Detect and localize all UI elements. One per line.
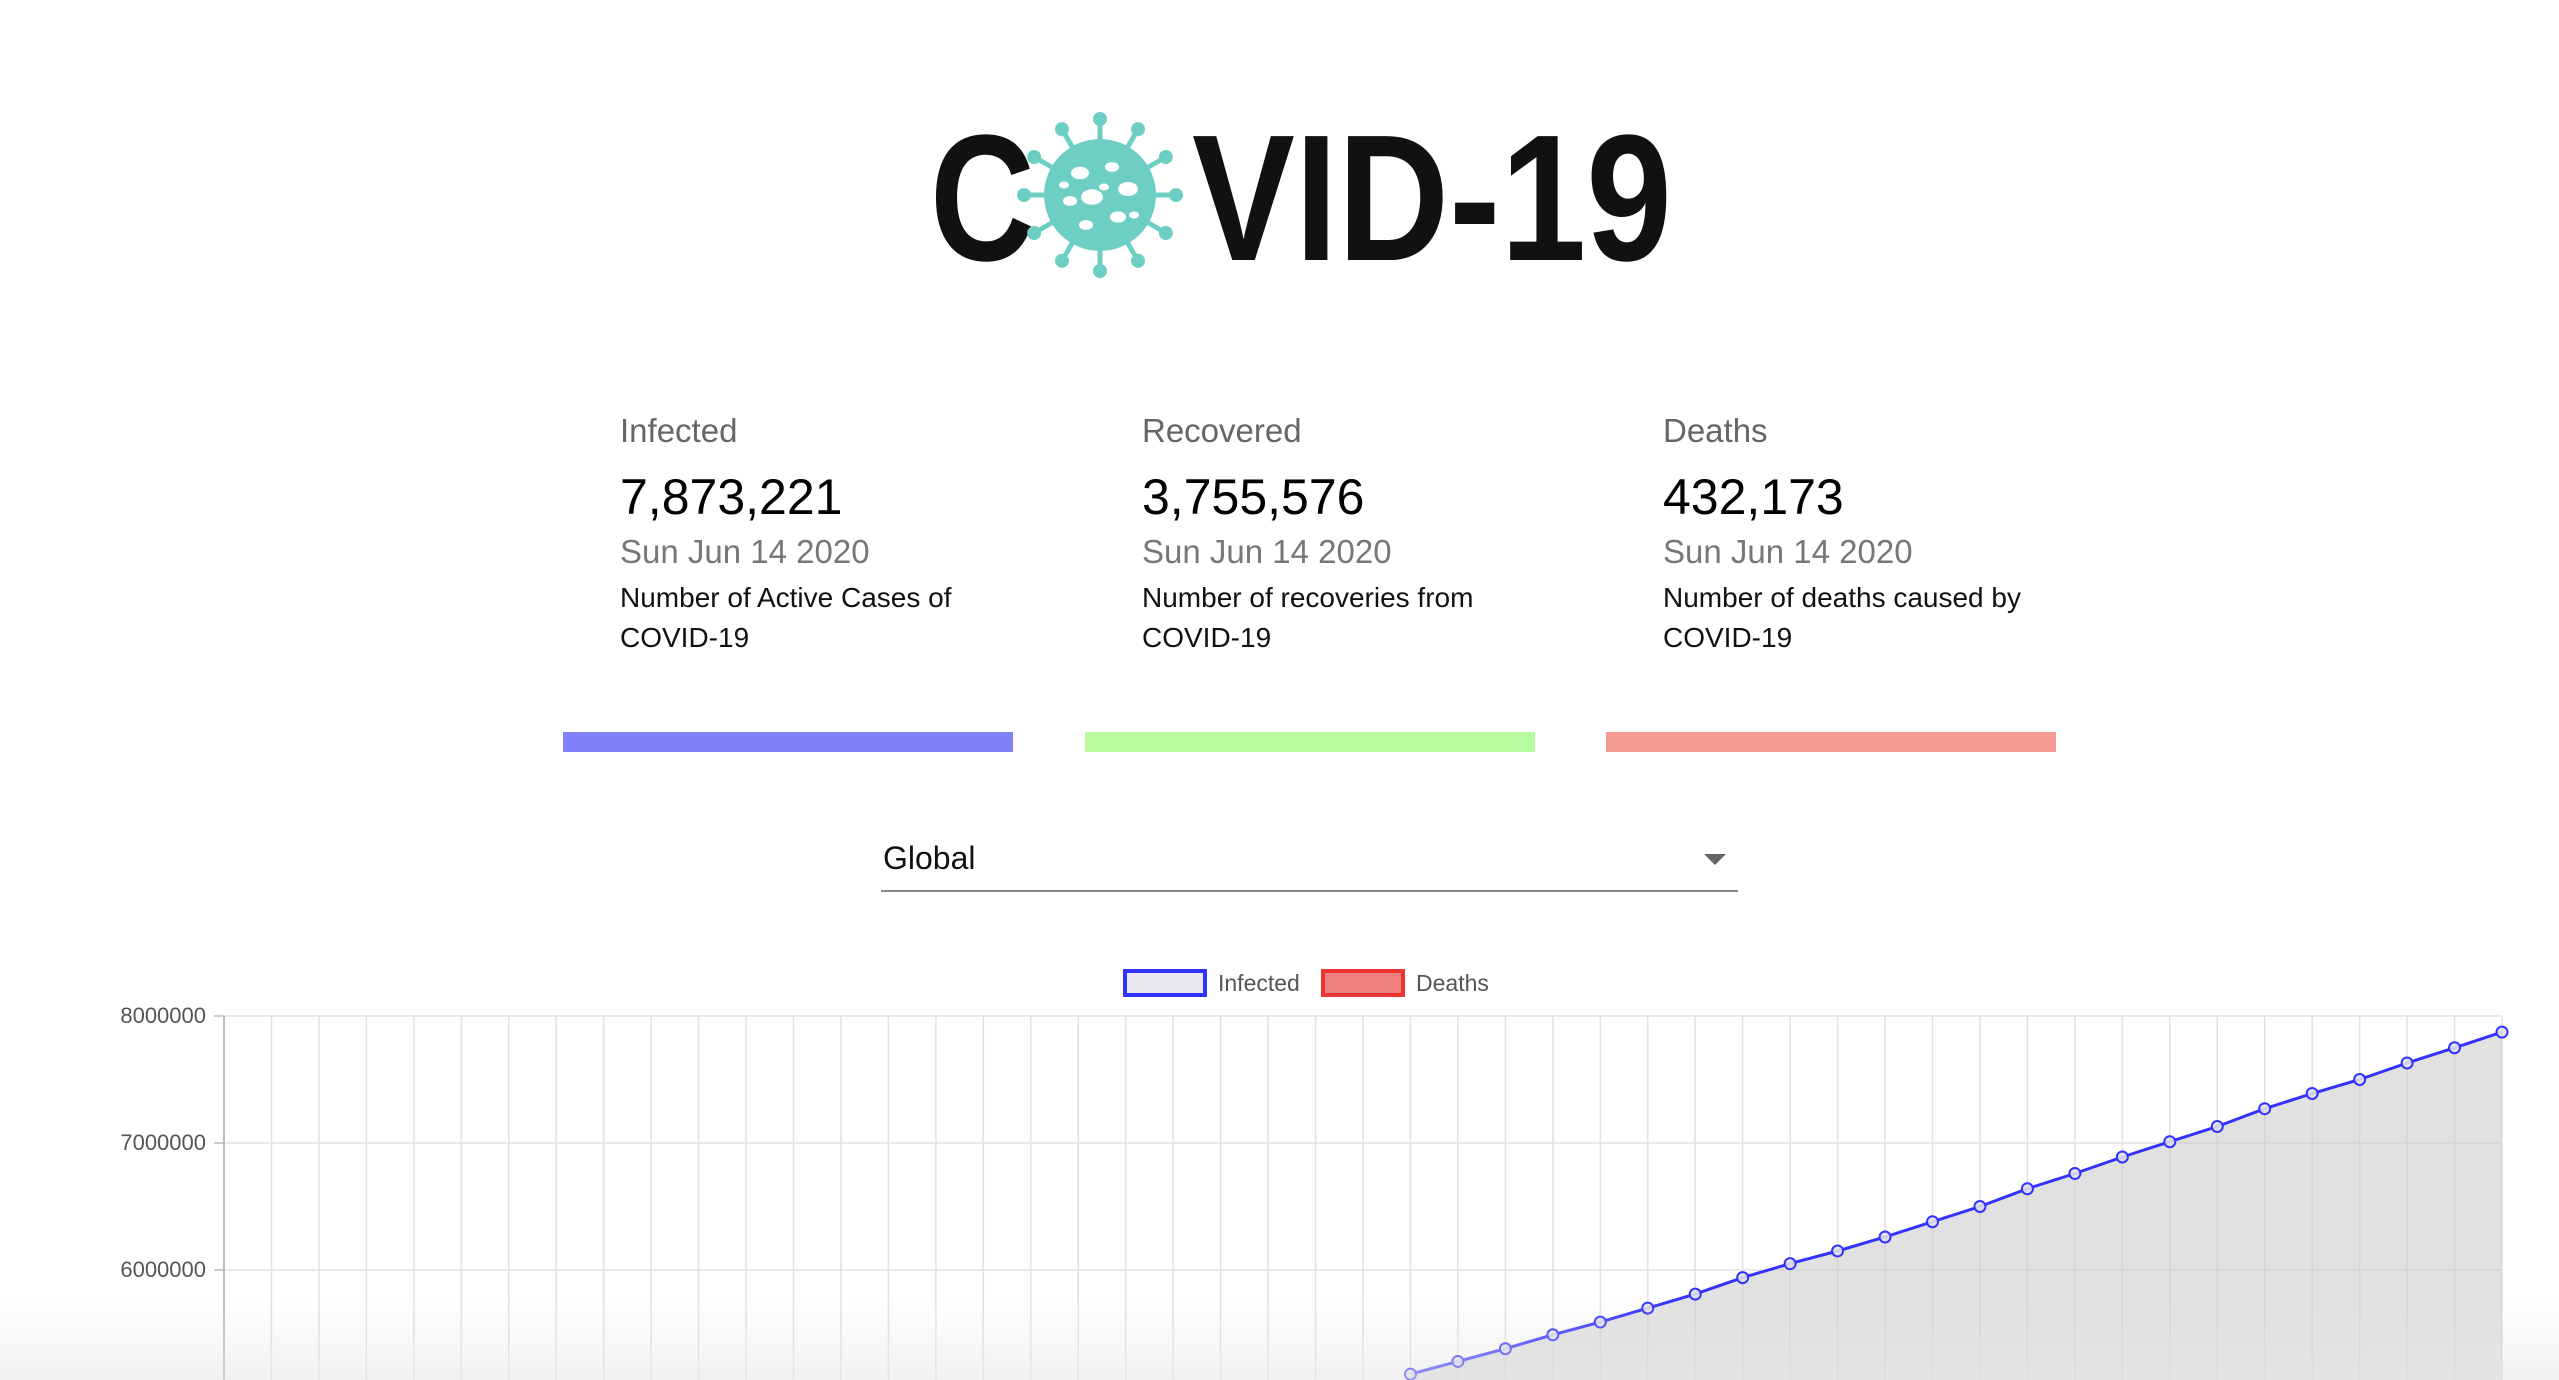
- infected-area-fill: [1410, 1032, 2502, 1380]
- infected-point: [2020, 1182, 2034, 1196]
- infected-count: 7,873,221: [620, 469, 843, 525]
- virus-spot: [1063, 196, 1077, 206]
- recovered-date: Sun Jun 14 2020: [1142, 533, 1392, 570]
- recovered-description: Number of recoveries from COVID-19: [1142, 582, 1474, 653]
- infected-point: [1403, 1367, 1417, 1380]
- deaths-color-bar: [1606, 732, 2056, 752]
- virus-spike-tip: [1017, 188, 1031, 202]
- infected-card: Infected 7,873,221 Sun Jun 14 2020 Numbe…: [563, 380, 1013, 752]
- virus-spot: [1059, 181, 1069, 189]
- y-tick-label: 7000000: [120, 1130, 206, 1155]
- virus-spot: [1105, 162, 1119, 172]
- infected-description: Number of Active Cases of COVID-19: [620, 582, 952, 653]
- infected-point: [1688, 1287, 1702, 1301]
- y-tick-label: 6000000: [120, 1257, 206, 1282]
- virus-spike-tip: [1027, 150, 1042, 164]
- infection-chart: 8000000 7000000 6000000 Infected Deaths: [0, 950, 2559, 1380]
- infected-point: [2495, 1025, 2509, 1039]
- infected-point: [2210, 1119, 2224, 1133]
- recovered-count: 3,755,576: [1142, 469, 1365, 525]
- virus-spike-tip: [1131, 122, 1145, 137]
- virus-icon: [1017, 112, 1183, 278]
- virus-spot: [1081, 189, 1103, 205]
- infected-point: [1783, 1257, 1797, 1271]
- virus-spot: [1079, 220, 1093, 230]
- deaths-title: Deaths: [1663, 412, 1768, 449]
- infected-date: Sun Jun 14 2020: [620, 533, 870, 570]
- recovered-color-bar: [1085, 732, 1535, 752]
- country-select-value: Global: [883, 840, 976, 876]
- virus-spike-tip: [1158, 150, 1173, 164]
- infected-point: [1831, 1244, 1845, 1258]
- dropdown-arrow-icon[interactable]: [1704, 854, 1726, 865]
- infected-point: [1736, 1271, 1750, 1285]
- infected-point: [1878, 1230, 1892, 1244]
- virus-spike-tip: [1093, 112, 1107, 126]
- virus-spot: [1129, 211, 1139, 219]
- virus-spike-tip: [1158, 226, 1173, 240]
- infected-point: [1641, 1301, 1655, 1315]
- y-tick-label: 8000000: [120, 1003, 206, 1028]
- infected-title: Infected: [620, 412, 738, 449]
- infected-point: [2068, 1166, 2082, 1180]
- virus-spike-tip: [1093, 264, 1107, 278]
- infected-point: [1926, 1215, 1939, 1229]
- deaths-card: Deaths 432,173 Sun Jun 14 2020 Number of…: [1606, 380, 2056, 752]
- deaths-count: 432,173: [1663, 469, 1844, 525]
- chart-axes: 8000000 7000000 6000000: [120, 1003, 225, 1380]
- deaths-date: Sun Jun 14 2020: [1663, 533, 1913, 570]
- infected-point: [1973, 1200, 1987, 1213]
- legend-label-deaths: Deaths: [1416, 970, 1489, 996]
- legend-label-infected: Infected: [1218, 970, 1300, 996]
- country-select[interactable]: Global: [881, 822, 1738, 892]
- virus-spike-tip: [1055, 253, 1069, 268]
- virus-spot: [1099, 183, 1109, 191]
- virus-spike-tip: [1169, 188, 1183, 202]
- legend-swatch-infected: [1123, 969, 1207, 997]
- infected-point: [2353, 1073, 2367, 1086]
- recovered-card: Recovered 3,755,576 Sun Jun 14 2020 Numb…: [1085, 380, 1535, 752]
- virus-spike-tip: [1131, 253, 1145, 268]
- infected-point: [1546, 1328, 1560, 1342]
- infected-point: [2305, 1086, 2319, 1100]
- infected-point: [1593, 1315, 1607, 1329]
- infected-point: [1451, 1354, 1465, 1368]
- chart-legend: Infected Deaths: [1123, 969, 1489, 997]
- infected-color-bar: [563, 732, 1013, 752]
- deaths-description: Number of deaths caused by COVID-19: [1663, 582, 2021, 653]
- legend-swatch-deaths: [1321, 969, 1405, 997]
- summary-cards: Infected 7,873,221 Sun Jun 14 2020 Numbe…: [563, 380, 2056, 760]
- infected-point: [2258, 1102, 2272, 1116]
- infected-point: [1498, 1342, 1512, 1356]
- chart-series: [1403, 1025, 2509, 1380]
- recovered-title: Recovered: [1142, 412, 1302, 449]
- virus-spike-tip: [1027, 226, 1042, 240]
- virus-spot: [1118, 182, 1138, 196]
- virus-spot: [1110, 211, 1126, 223]
- logo-text-vid19: VID-19: [1192, 105, 1672, 280]
- virus-spot: [1071, 166, 1089, 180]
- infected-point: [2400, 1056, 2414, 1070]
- covid-19-logo: C VID-19: [930, 105, 1672, 280]
- virus-spike-tip: [1055, 122, 1069, 137]
- infected-point: [2448, 1041, 2462, 1055]
- infected-point: [2163, 1135, 2177, 1149]
- infected-point: [2115, 1150, 2129, 1164]
- chart-canvas: 8000000 7000000 6000000 Infected Deaths: [120, 969, 2509, 1380]
